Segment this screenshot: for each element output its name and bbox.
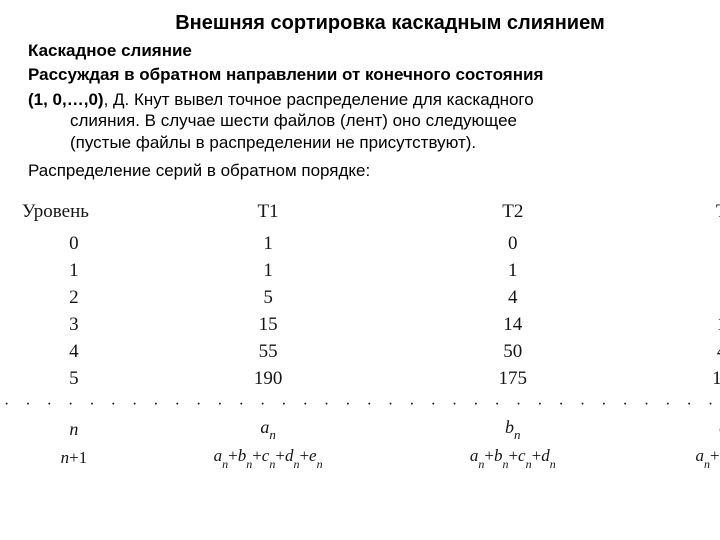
cell: 1 [4,258,144,285]
table-row: 5 190 175 146 105 55 [4,366,720,393]
slide-title: Внешняя сортировка каскадным слиянием [0,0,720,41]
cell-f2: an+bn+cn+dn [392,444,633,472]
para1-rest: , Д. Кнут вывел точное распределение для… [104,90,534,109]
cell-an: an [144,415,393,445]
paragraph-1: (1, 0,…,0), Д. Кнут вывел точное распред… [28,89,696,153]
distribution-table: Уровень T1 T2 T3 T4 T5 0 1 0 0 0 0 1 1 1… [4,199,720,473]
cell: 146 [633,366,720,393]
para1-bold: (1, 0,…,0) [28,90,104,109]
cell: 0 [633,231,720,258]
cell-f3: an+bn+cn [633,444,720,472]
table-row: 4 55 50 41 29 15 [4,339,720,366]
cell: 1 [144,231,393,258]
cell-n1: n+1 [4,444,144,472]
col-header-t1: T1 [144,199,393,231]
cell: 5 [4,366,144,393]
cell: 1 [144,258,393,285]
para1-line3: (пустые файлы в распределении не присутс… [28,132,696,153]
table-formula-row: n+1 an+bn+cn+dn+en an+bn+cn+dn an+bn+cn … [4,444,720,472]
para1-line2: слияния. В случае шести файлов (лент) он… [28,110,696,131]
cell-f1: an+bn+cn+dn+en [144,444,393,472]
cell: 190 [144,366,393,393]
dots-cell: · · · · · · · · · · · · · · · · · · · · … [4,393,720,415]
cell: 3 [633,285,720,312]
subtitle-2: Рассуждая в обратном направлении от коне… [28,65,696,85]
cell: 41 [633,339,720,366]
col-header-t2: T2 [392,199,633,231]
table-body: 0 1 0 0 0 0 1 1 1 1 1 1 2 5 4 3 2 1 3 15… [4,231,720,473]
cell: 55 [144,339,393,366]
cell-cn: cn [633,415,720,445]
cell: 1 [633,258,720,285]
table-dots-row: · · · · · · · · · · · · · · · · · · · · … [4,393,720,415]
cell: 2 [4,285,144,312]
cell: 4 [392,285,633,312]
col-header-t3: T3 [633,199,720,231]
subtitle-1: Каскадное слияние [28,41,696,61]
table-symbolic-row: n an bn cn dn en [4,415,720,445]
cell: 0 [4,231,144,258]
table-row: 2 5 4 3 2 1 [4,285,720,312]
table-header-row: Уровень T1 T2 T3 T4 T5 [4,199,720,231]
cell: 15 [144,312,393,339]
table-row: 3 15 14 12 9 5 [4,312,720,339]
cell-n: n [4,415,144,445]
cell: 50 [392,339,633,366]
cell: 0 [392,231,633,258]
slide-body: Каскадное слияние Рассуждая в обратном н… [0,41,720,181]
cell: 12 [633,312,720,339]
cell-bn: bn [392,415,633,445]
col-header-level: Уровень [4,199,144,231]
cell: 175 [392,366,633,393]
cell: 1 [392,258,633,285]
table-row: 1 1 1 1 1 1 [4,258,720,285]
cell: 4 [4,339,144,366]
cell: 14 [392,312,633,339]
cell: 5 [144,285,393,312]
paragraph-2: Распределение серий в обратном порядке: [28,161,696,181]
cell: 3 [4,312,144,339]
table-row: 0 1 0 0 0 0 [4,231,720,258]
